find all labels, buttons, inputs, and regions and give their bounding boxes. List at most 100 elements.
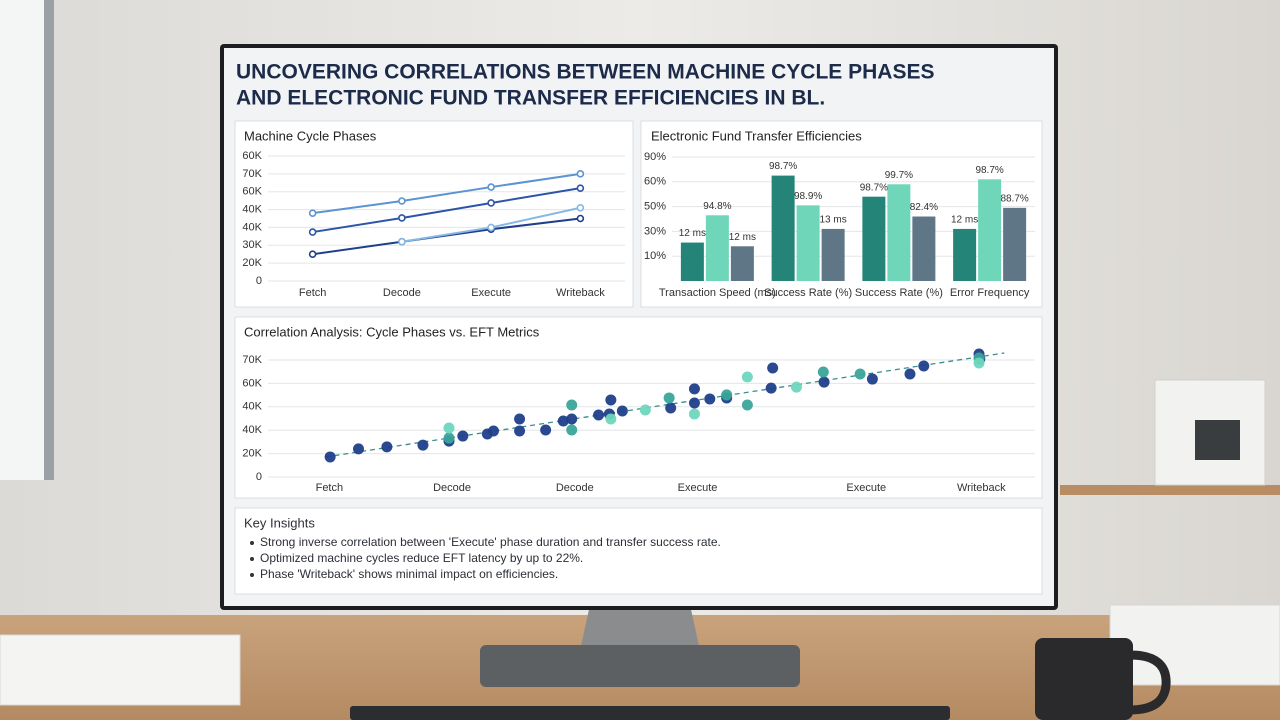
bar (730, 246, 754, 281)
monitor-base (480, 645, 800, 687)
line-point (308, 209, 317, 217)
keyboard (350, 706, 950, 720)
insights-title: Key Insights (244, 515, 315, 530)
scatter-point (566, 424, 578, 436)
scatter-point (353, 443, 365, 455)
line-point (487, 199, 495, 207)
x-tick-label: Writeback (957, 482, 1006, 494)
scatter-point (663, 392, 675, 404)
panel (234, 316, 1043, 499)
scatter-point (514, 413, 526, 425)
scatter-point (324, 451, 336, 463)
bar-value-label: 12 ms (951, 215, 978, 226)
scatter-point (688, 383, 700, 395)
trend-line (325, 352, 1005, 458)
series-line (312, 187, 581, 234)
scatter-point (443, 432, 455, 444)
page-title: AND ELECTRONIC FUND TRANSFER EFFICIENCIE… (236, 87, 825, 110)
bar-value-label: 12 ms (679, 228, 706, 239)
series-line (312, 172, 581, 215)
scatter-point (721, 389, 733, 401)
scatter-point (566, 399, 578, 411)
x-tick-label: Writeback (556, 287, 605, 299)
photo (1195, 420, 1240, 460)
y-tick-label: 0 (256, 471, 262, 483)
y-tick-label: 60K (242, 186, 262, 198)
x-tick-label: Execute (846, 482, 886, 494)
x-tick-label: Error Frequency (950, 287, 1030, 299)
mug-handle (1129, 650, 1171, 715)
papers (0, 634, 241, 706)
monitor-stand (580, 605, 700, 650)
line-point (308, 250, 317, 259)
y-tick-label: 40K (242, 401, 262, 413)
scatter-point (866, 373, 878, 385)
bar (796, 205, 820, 281)
chart-title: Electronic Fund Transfer Efficiencies (651, 128, 862, 143)
scatter-point (918, 360, 930, 372)
window-frame (44, 0, 54, 480)
y-tick-label: 10% (644, 250, 666, 262)
line-point (487, 183, 495, 191)
scatter-point (817, 366, 829, 378)
bar-value-label: 13 ms (820, 215, 847, 226)
x-tick-label: Decode (433, 482, 471, 494)
y-tick-label: 50% (644, 201, 666, 213)
scatter-point (639, 404, 651, 416)
y-tick-label: 40K (242, 203, 262, 215)
x-tick-label: Execute (678, 482, 718, 494)
scatter-point (487, 425, 499, 437)
bar-value-label: 82.4% (910, 202, 938, 213)
y-tick-label: 40K (242, 221, 262, 233)
bar-value-label: 98.9% (794, 191, 822, 202)
x-tick-label: Transaction Speed (ms) (659, 287, 776, 299)
scatter-point (605, 394, 617, 406)
x-tick-label: Execute (471, 287, 511, 299)
shelf (1060, 485, 1280, 495)
scatter-point (741, 371, 753, 383)
x-tick-label: Success Rate (%) (855, 287, 943, 299)
scatter-point (767, 362, 779, 374)
y-tick-label: 60K (242, 150, 262, 162)
line-point (487, 223, 495, 232)
y-tick-label: 0 (256, 275, 262, 287)
y-tick-label: 30% (644, 225, 666, 237)
bar-value-label: 99.7% (885, 170, 913, 181)
page-title: UNCOVERING CORRELATIONS BETWEEN MACHINE … (236, 61, 935, 84)
line-point (308, 228, 317, 236)
scatter-point (605, 413, 617, 425)
chart-title: Machine Cycle Phases (244, 128, 377, 143)
chart-title: Correlation Analysis: Cycle Phases vs. E… (244, 324, 540, 339)
insight-item: Phase 'Writeback' shows minimal impact o… (260, 567, 558, 581)
scatter-point (616, 405, 628, 417)
scatter-point (973, 357, 985, 369)
bar (680, 242, 704, 281)
scatter-point (765, 382, 777, 394)
scatter-point (688, 397, 700, 409)
scatter-point (540, 424, 552, 436)
line-point (576, 214, 585, 223)
line-point (398, 214, 406, 222)
y-tick-label: 70K (242, 168, 262, 180)
line-point (398, 237, 406, 246)
scatter-point (741, 399, 753, 411)
bar-value-label: 12 ms (729, 232, 756, 243)
bar (705, 215, 729, 281)
window (0, 0, 48, 480)
y-tick-label: 40K (242, 424, 262, 436)
bar (771, 175, 795, 281)
y-tick-label: 60% (644, 176, 666, 188)
mug (1035, 638, 1133, 720)
insight-item: Optimized machine cycles reduce EFT late… (260, 551, 583, 565)
panel (234, 507, 1043, 595)
bar-value-label: 94.8% (703, 201, 731, 212)
bar (887, 184, 911, 281)
line-point (576, 170, 585, 178)
x-tick-label: Decode (556, 482, 594, 494)
bullet (250, 573, 254, 577)
scatter-point (790, 381, 802, 393)
line-point (576, 203, 585, 212)
bar (1003, 207, 1027, 281)
y-tick-label: 60K (242, 377, 262, 389)
